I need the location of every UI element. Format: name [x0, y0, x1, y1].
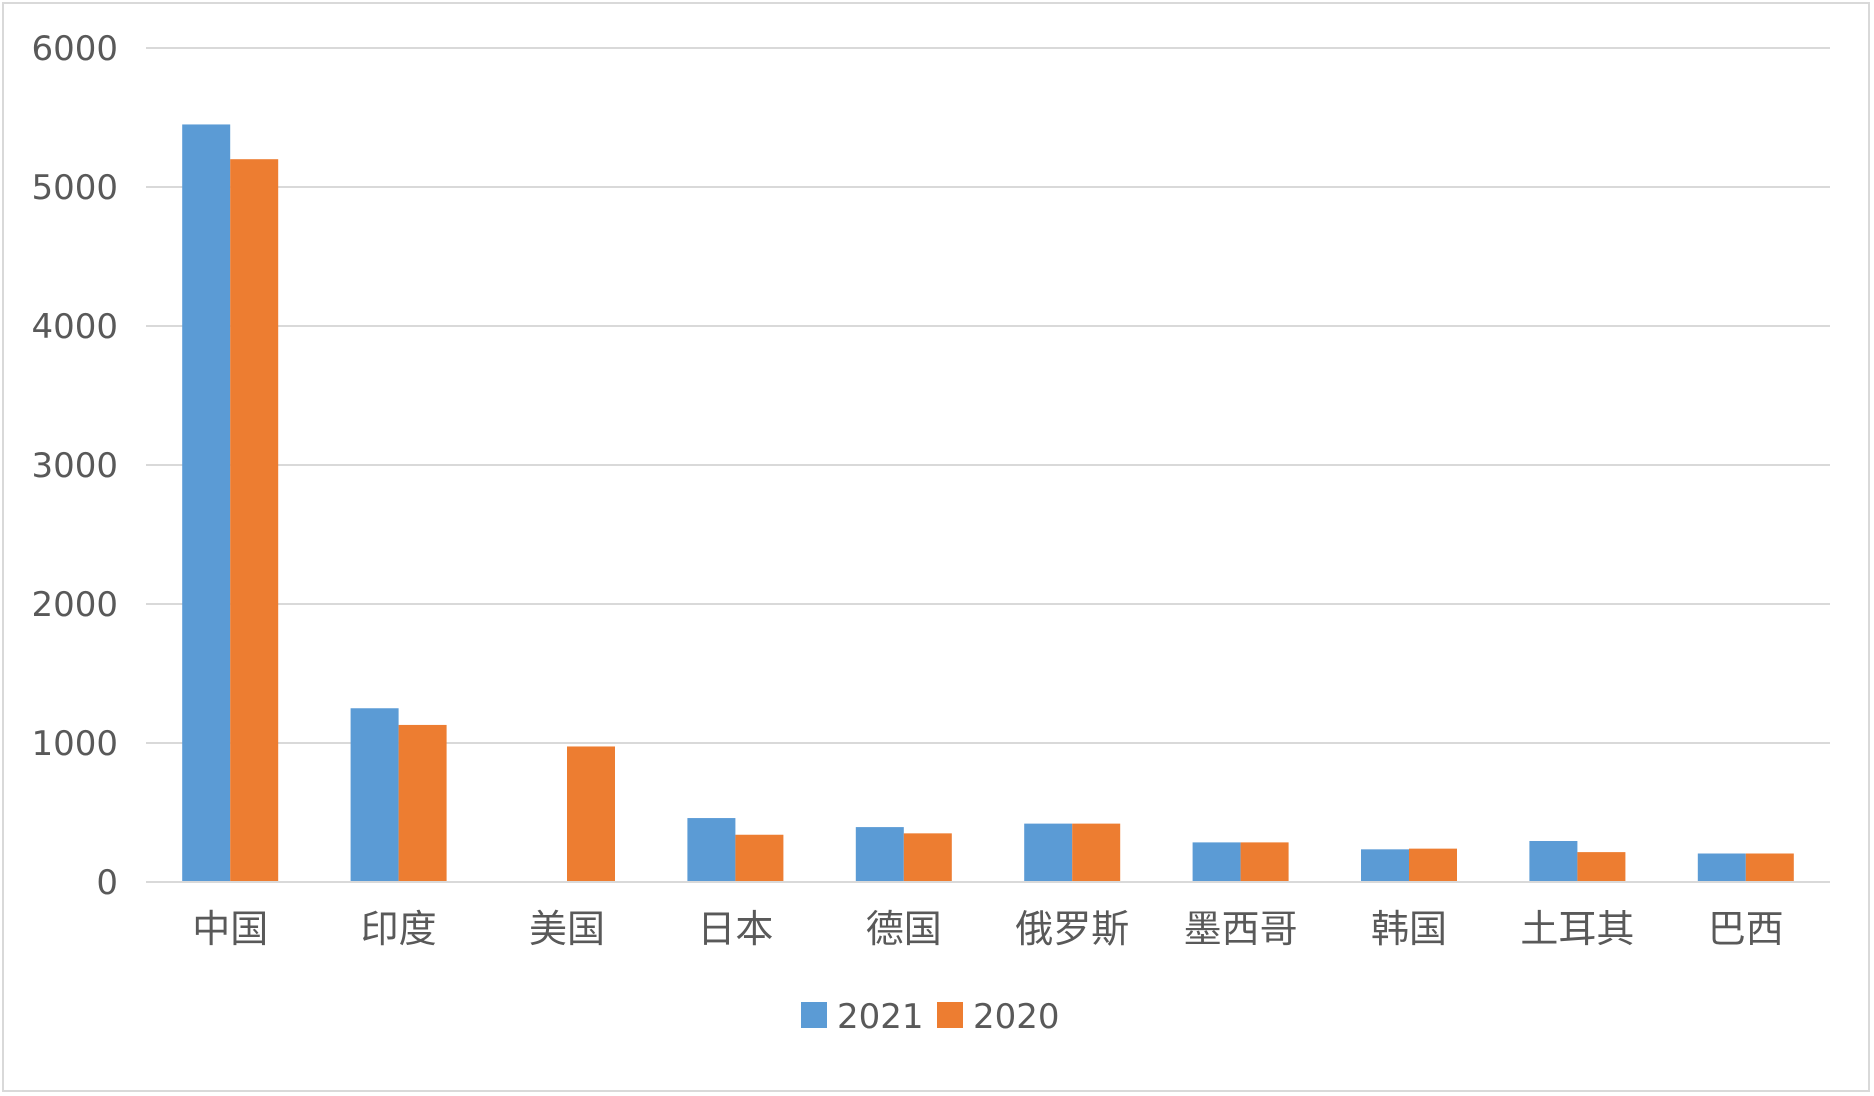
y-tick-label: 2000 — [31, 585, 118, 625]
legend-label: 2020 — [973, 997, 1060, 1037]
bar-2021-8 — [1529, 840, 1578, 882]
bar-2020-6 — [1240, 842, 1289, 882]
y-tick-label: 6000 — [31, 29, 118, 69]
y-tick-label: 3000 — [31, 446, 118, 486]
x-category-label: 美国 — [529, 907, 605, 951]
x-category-label: 墨西哥 — [1184, 907, 1298, 951]
bar-2021-9 — [1697, 853, 1746, 882]
bar-2020-5 — [1072, 823, 1121, 882]
bar-2021-5 — [1024, 823, 1073, 882]
bar-2021-6 — [1192, 842, 1241, 882]
bar-2021-3 — [687, 818, 736, 882]
y-tick-label: 4000 — [31, 307, 118, 347]
bar-2020-9 — [1745, 853, 1794, 882]
x-category-label: 韩国 — [1371, 907, 1447, 951]
x-category-label: 德国 — [866, 907, 942, 951]
x-category-label: 俄罗斯 — [1015, 907, 1129, 951]
y-tick-label: 0 — [96, 863, 118, 903]
gridlines — [146, 47, 1830, 744]
x-category-label: 印度 — [361, 907, 437, 951]
bar-2020-3 — [735, 834, 784, 882]
bar-2021-7 — [1361, 849, 1409, 882]
legend-label: 2021 — [837, 997, 924, 1037]
y-axis-tick-labels: 0 1000 2000 3000 4000 5000 6000 — [31, 29, 118, 903]
bar-2021-1 — [350, 708, 399, 882]
legend-swatch-2020 — [937, 1002, 963, 1028]
x-category-label: 土耳其 — [1520, 907, 1634, 951]
x-category-label: 中国 — [192, 907, 268, 951]
bar-2020-0 — [230, 159, 279, 882]
bars — [182, 124, 1794, 882]
bar-2020-7 — [1409, 848, 1457, 882]
bar-2020-8 — [1577, 852, 1626, 882]
bar-2020-1 — [398, 724, 447, 882]
x-axis-category-labels: 中国 印度 美国 日本 德国 俄罗斯 墨西哥 韩国 土耳其 巴西 — [192, 907, 1784, 951]
y-tick-label: 5000 — [31, 168, 118, 208]
legend-swatch-2021 — [801, 1002, 827, 1028]
bar-2020-4 — [903, 833, 952, 882]
bar-2021-4 — [855, 827, 904, 882]
legend: 2021 2020 — [801, 997, 1060, 1037]
bar-2020-2 — [567, 746, 615, 882]
bar-2021-0 — [182, 124, 231, 882]
x-category-label: 巴西 — [1708, 907, 1784, 951]
x-category-label: 日本 — [697, 907, 773, 951]
y-tick-label: 1000 — [31, 724, 118, 764]
